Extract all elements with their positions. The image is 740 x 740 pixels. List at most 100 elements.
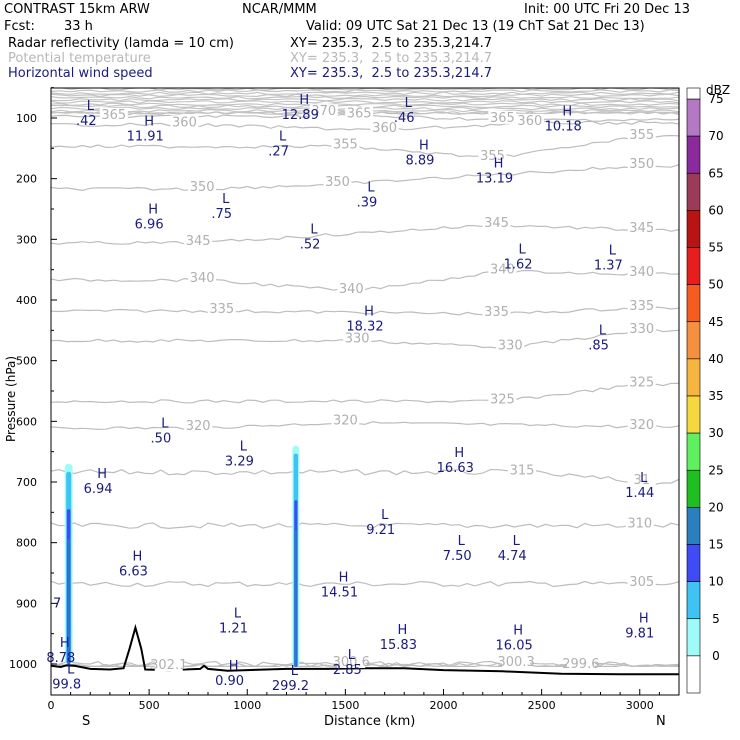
wind-extremum-value: 7	[53, 596, 61, 611]
theta-label: 335	[629, 299, 654, 314]
colorbar-swatch	[686, 469, 701, 508]
wind-extremum-value: 6.63	[119, 565, 148, 580]
y-axis-label: Pressure (hPa)	[4, 356, 18, 442]
wind-extremum-type: L	[405, 96, 413, 111]
theta-label: 300.6	[333, 655, 370, 670]
theta-label: 355	[333, 138, 358, 153]
field-1-xy: XY= 235.3, 2.5 to 235.3,214.7	[290, 36, 493, 51]
wind-extremum-type: L	[291, 664, 299, 679]
theta-contour-line	[51, 223, 679, 245]
wind-extremum-type: L	[87, 99, 95, 114]
theta-label: 320	[629, 418, 654, 433]
theta-label: 345	[186, 234, 211, 249]
colorbar-swatch	[686, 655, 701, 694]
colorbar-tick-label: 55	[708, 241, 723, 255]
terrain-line	[51, 623, 679, 676]
theta-label-bg	[309, 104, 338, 118]
theta-contour-line	[51, 468, 679, 485]
theta-label: 31	[633, 473, 650, 488]
theta-contour-line	[51, 420, 679, 431]
wind-extremum-value: 8.78	[46, 651, 75, 666]
theta-contour-upper	[51, 93, 679, 98]
theta-contour-line	[51, 164, 679, 192]
x-tick-label: 2000	[430, 699, 458, 712]
terrain-profile	[51, 623, 679, 676]
theta-contour-upper	[51, 89, 679, 93]
org-label: NCAR/MMM	[242, 2, 317, 17]
wind-extremum-type: L	[161, 416, 169, 431]
theta-label-bg	[478, 149, 507, 163]
y-tick-label: 100	[16, 112, 37, 125]
theta-label: 340	[629, 265, 654, 280]
theta-label: 360	[372, 121, 397, 136]
field-1-name: Radar reflectivity (lamda = 10 cm)	[8, 36, 234, 51]
theta-label-bg	[488, 392, 517, 406]
wind-extremum-value: .52	[300, 238, 321, 253]
theta-label-bg	[627, 298, 656, 312]
colorbar-tick-label: 20	[708, 500, 723, 514]
colorbar-swatch	[686, 172, 701, 211]
theta-label-bg	[184, 233, 213, 247]
plot-frame	[50, 87, 680, 696]
wind-extremum-value: 16.63	[437, 461, 474, 476]
y-tick-label: 200	[16, 173, 37, 186]
field-2-name: Potential temperature	[8, 51, 151, 66]
colorbar-tick-label: 45	[708, 315, 723, 329]
theta-label: 325	[490, 392, 515, 407]
colorbar-swatch	[686, 358, 701, 397]
theta-label-bg	[184, 419, 213, 433]
theta-label: 370	[311, 104, 336, 119]
theta-label-bg	[345, 106, 374, 120]
theta-contour-upper	[51, 88, 679, 91]
wind-extremum-type: H	[419, 138, 429, 153]
wind-extremum-value: 4.74	[498, 549, 527, 564]
colorbar-swatch	[686, 507, 701, 545]
wind-extremum-type: L	[67, 663, 75, 678]
theta-contour-line	[51, 306, 679, 316]
theta-label-bg	[627, 321, 656, 335]
theta-contour-line	[51, 134, 679, 158]
theta-contour-upper	[51, 97, 679, 102]
wind-extremum-value: 8.89	[405, 153, 434, 168]
wind-extremum-type: L	[279, 129, 287, 144]
colorbar-tick-label: 10	[708, 575, 723, 589]
theta-label: 330	[345, 332, 370, 347]
wind-extremum-type: H	[639, 612, 649, 627]
theta-label: 365	[490, 111, 515, 126]
colorbar-swatch	[686, 581, 701, 620]
x-tick-label: 0	[48, 699, 55, 712]
colorbar-tick-label: 60	[708, 203, 723, 217]
wind-extremum-type: H	[364, 305, 374, 320]
wind-extremum-value: .85	[588, 338, 609, 353]
theta-label-bg	[337, 655, 366, 668]
wind-extremum-type: L	[348, 648, 356, 663]
refl-20dbz	[67, 539, 70, 664]
theta-label-bg	[627, 574, 656, 588]
colorbar-tick-label: 70	[708, 129, 723, 143]
wind-extremum-value: 12.89	[282, 108, 319, 123]
wind-extremum-value: 2.85	[333, 663, 362, 678]
theta-contour-line	[51, 580, 679, 588]
wind-extremum-value: 9.81	[625, 627, 654, 642]
wind-extremum-value: 3.29	[225, 454, 254, 469]
theta-label-bg	[154, 658, 183, 672]
y-tick-label: 1000	[9, 658, 37, 671]
wind-extremum-value: 0.90	[215, 674, 244, 689]
theta-label: 355	[629, 128, 654, 143]
wind-extremum-type: L	[367, 180, 375, 195]
wind-extremum-value: 13.19	[476, 172, 513, 187]
x-axis: 0 500 1000 1500 2000 2500 3000	[48, 689, 660, 712]
x-tick-label: 500	[139, 699, 160, 712]
theta-label: 305	[629, 575, 654, 590]
wind-extremum-type: L	[599, 323, 607, 338]
colorbar-tick-label: 75	[708, 92, 723, 106]
wind-extremum-type: H	[299, 93, 309, 108]
theta-label: 360	[517, 114, 542, 129]
wind-extremum-type: L	[513, 534, 521, 549]
wind-extremum-type: H	[339, 570, 349, 585]
y-tick-label: 500	[16, 355, 37, 368]
x-tick-label: 1500	[331, 699, 359, 712]
y-tick-label: 300	[16, 233, 37, 246]
